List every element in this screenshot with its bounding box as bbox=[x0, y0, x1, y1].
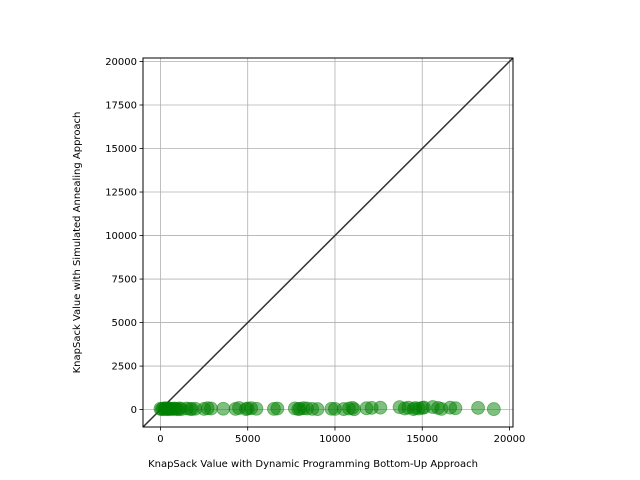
y-tick-label: 2500 bbox=[112, 362, 137, 373]
y-tick-label: 20000 bbox=[105, 57, 137, 68]
x-axis-label: KnapSack Value with Dynamic Programming … bbox=[148, 459, 478, 470]
data-point bbox=[347, 402, 362, 417]
reference-line-layer bbox=[142, 57, 514, 428]
y-axis-label: KnapSack Value with Simulated Annealing … bbox=[72, 112, 83, 374]
data-point bbox=[270, 401, 285, 416]
y-tick-label: 7500 bbox=[112, 275, 137, 286]
data-point bbox=[471, 400, 485, 415]
data-point bbox=[249, 401, 264, 416]
x-tick-label: 5000 bbox=[235, 434, 260, 445]
data-point bbox=[373, 400, 388, 415]
x-tick-label: 10000 bbox=[319, 434, 351, 445]
data-point bbox=[216, 401, 231, 416]
y-tick-label: 5000 bbox=[112, 318, 137, 329]
data-point bbox=[448, 401, 463, 416]
y-tick-label: 15000 bbox=[105, 144, 137, 155]
x-tick-label: 0 bbox=[157, 434, 163, 445]
data-point bbox=[204, 401, 218, 416]
y-tick-label: 0 bbox=[131, 405, 137, 416]
y-tick-label: 10000 bbox=[105, 231, 137, 242]
x-tick-label: 15000 bbox=[406, 434, 438, 445]
plot-frame bbox=[142, 57, 514, 428]
x-tick-label: 20000 bbox=[494, 434, 526, 445]
data-point bbox=[486, 402, 501, 416]
y-tick-label: 17500 bbox=[105, 100, 137, 111]
x-axis-ticks: 0 5000 10000 15000 20000 bbox=[157, 427, 525, 445]
data-point bbox=[310, 402, 325, 416]
reference-line bbox=[142, 57, 514, 428]
data-points bbox=[153, 400, 501, 417]
y-tick-label: 12500 bbox=[105, 188, 137, 199]
y-axis-ticks: 0 2500 5000 7500 10000 12500 15000 17500 20000 bbox=[105, 57, 143, 416]
